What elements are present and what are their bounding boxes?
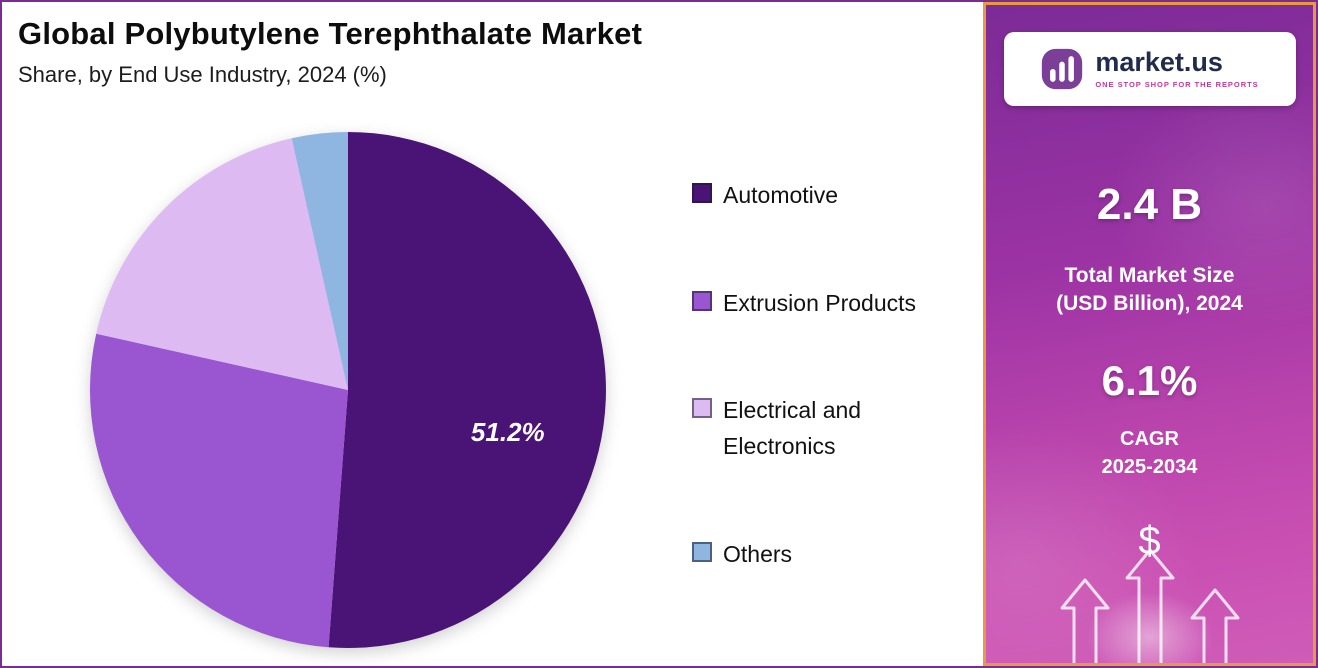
chart-section: Global Polybutylene Terephthalate Market…	[2, 2, 983, 666]
market-size-label-line2: (USD Billion), 2024	[1056, 292, 1243, 316]
page-title: Global Polybutylene Terephthalate Market	[18, 16, 643, 51]
info-panel: market.us ONE STOP SHOP FOR THE REPORTS …	[983, 2, 1316, 666]
brand-tagline: ONE STOP SHOP FOR THE REPORTS	[1095, 80, 1259, 89]
pie-data-label: 51.2%	[471, 417, 545, 447]
legend-item-electrical-and-electronics: Electrical and Electronics	[692, 393, 938, 464]
cagr-label: CAGR 2025-2034	[1102, 425, 1198, 481]
marketus-logo-icon	[1042, 48, 1083, 90]
pie-slice-others	[291, 132, 348, 390]
page-subtitle: Share, by End Use Industry, 2024 (%)	[18, 62, 387, 87]
cagr-label-line2: 2025-2034	[1101, 455, 1198, 478]
legend-label-others: Others	[723, 540, 793, 567]
pie-slice-extrusion-products	[89, 333, 348, 648]
chart-legend: Automotive Extrusion Products Electrical…	[692, 178, 938, 572]
legend-swatch-electrical-and-electronics	[692, 398, 712, 419]
market-size-label-line1: Total Market Size	[1064, 264, 1235, 287]
brand-name: market.us	[1095, 47, 1223, 77]
legend-label-automotive: Automotive	[723, 182, 839, 208]
legend-swatch-others	[692, 541, 712, 562]
cagr-label-line1: CAGR	[1120, 427, 1179, 450]
legend-swatch-automotive	[692, 183, 712, 203]
dollar-symbol: $	[1138, 518, 1161, 563]
pie-slice-automotive	[328, 132, 606, 648]
legend-label-extrusion-products: Extrusion Products	[723, 289, 917, 316]
marketus-logo: market.us ONE STOP SHOP FOR THE REPORTS	[1003, 32, 1296, 106]
legend-swatch-extrusion-products	[692, 290, 712, 311]
pie-chart: 51.2%	[89, 132, 606, 648]
cagr-value: 6.1%	[1101, 356, 1198, 404]
legend-item-others: Others	[692, 537, 938, 573]
logo-text: market.us ONE STOP SHOP FOR THE REPORTS	[1095, 47, 1259, 90]
legend-item-automotive: Automotive	[692, 178, 938, 214]
growth-arrows-icon	[1060, 548, 1239, 663]
legend-label-electrical-and-electronics: Electrical and Electronics	[723, 397, 862, 459]
market-size-value: 2.4 B	[1096, 180, 1203, 229]
pie-slice-electrical-and-electronics	[96, 138, 349, 390]
market-size-label: Total Market Size (USD Billion), 2024	[1056, 262, 1243, 319]
legend-item-extrusion-products: Extrusion Products	[692, 286, 938, 322]
